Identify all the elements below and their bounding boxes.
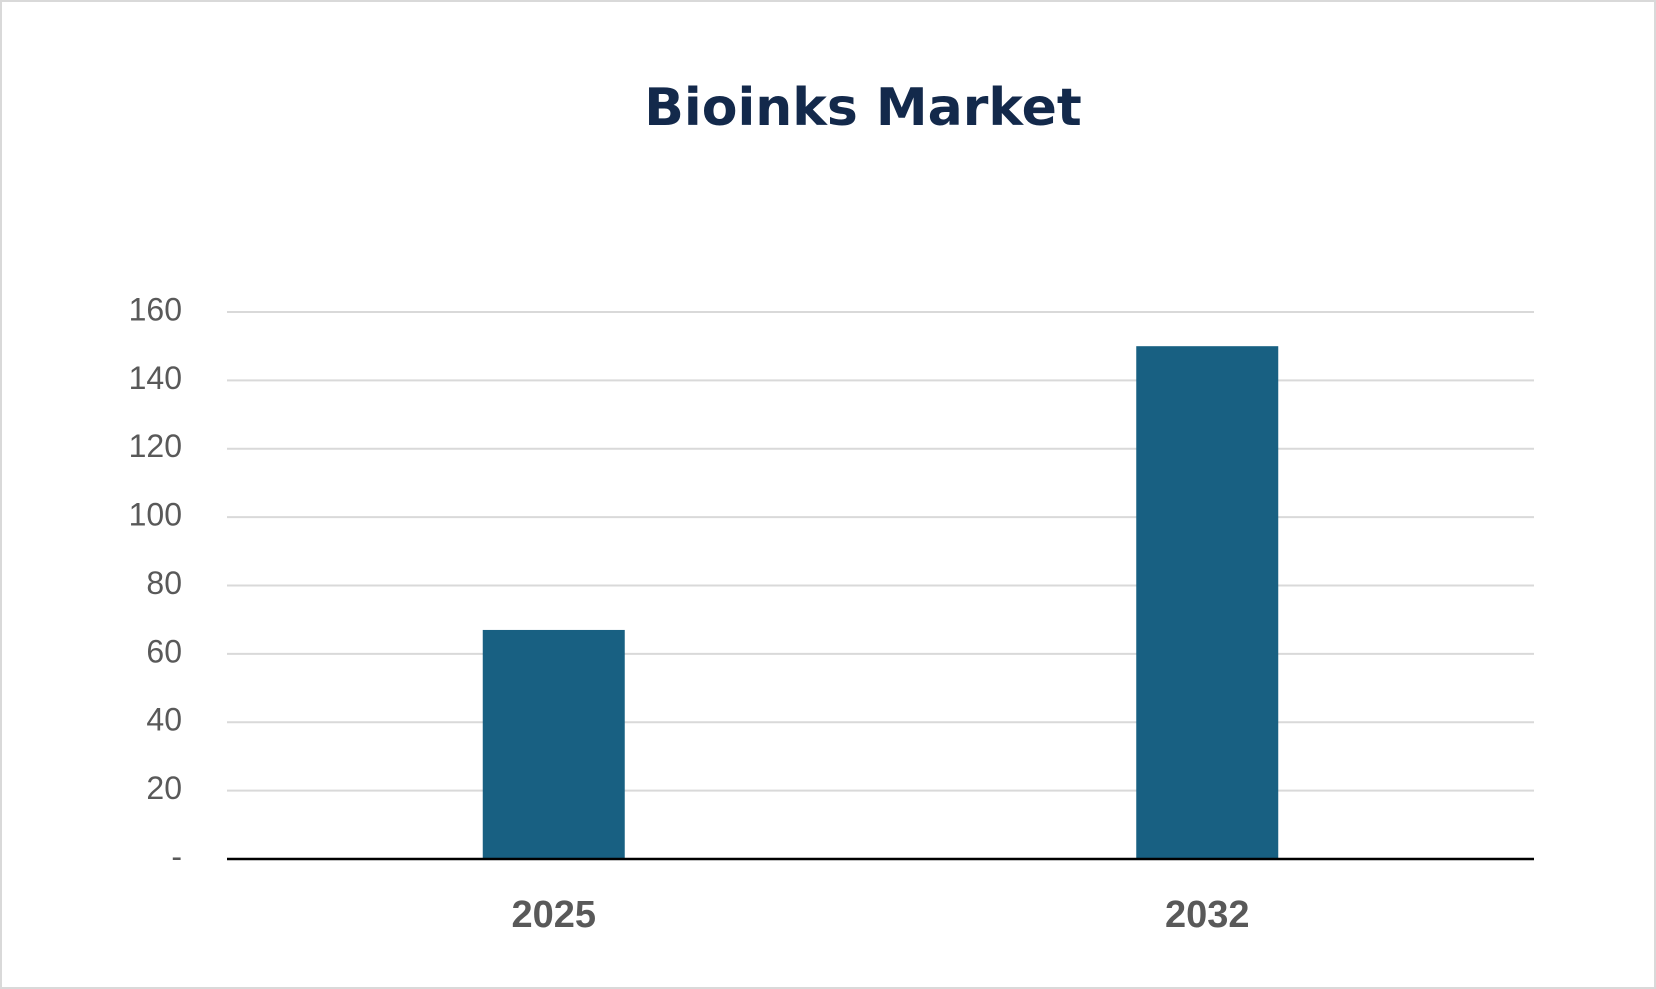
x-tick-label: 2025 (511, 894, 596, 936)
y-tick-label: 140 (129, 360, 182, 396)
y-tick-label: 80 (146, 565, 182, 601)
bar (482, 629, 625, 859)
y-tick-label: 20 (146, 770, 182, 806)
y-tick-label: 60 (146, 633, 182, 669)
y-tick-label: - (171, 838, 182, 874)
bar (1136, 346, 1279, 859)
y-tick-label: 100 (129, 497, 182, 533)
chart-title: Bioinks Market (644, 78, 1081, 138)
x-tick-label: 2032 (1165, 894, 1250, 936)
y-tick-label: 120 (129, 428, 182, 464)
y-tick-label: 40 (146, 702, 182, 738)
y-tick-label: 160 (129, 291, 182, 327)
